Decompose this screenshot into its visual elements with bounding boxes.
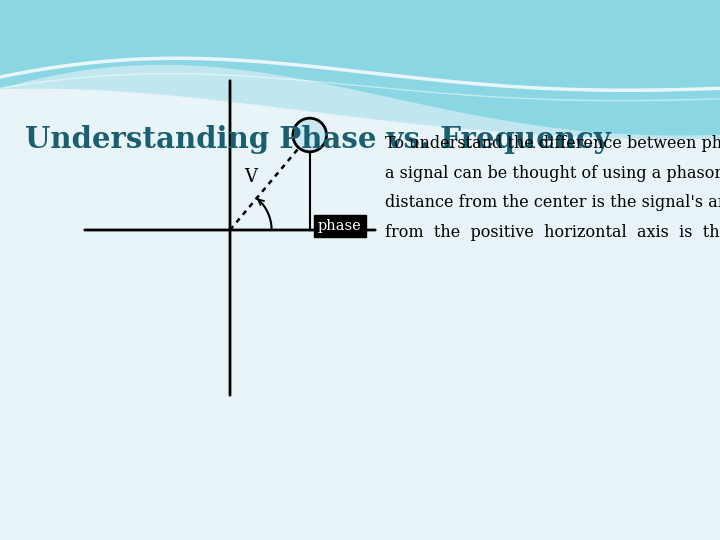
Circle shape (293, 118, 326, 152)
Text: a signal can be thought of using a phasor diagram.  The: a signal can be thought of using a phaso… (385, 165, 720, 181)
Text: Understanding Phase vs. Frequency: Understanding Phase vs. Frequency (25, 125, 611, 154)
Text: To understand the difference between phase and frequency,: To understand the difference between pha… (385, 135, 720, 152)
Polygon shape (0, 0, 720, 139)
Text: from  the  positive  horizontal  axis  is  the  phase.: from the positive horizontal axis is the… (385, 224, 720, 241)
Polygon shape (0, 0, 720, 136)
Text: V: V (244, 168, 257, 186)
Text: phase: phase (318, 219, 361, 233)
Text: distance from the center is the signal's amplitude.  The angle: distance from the center is the signal's… (385, 194, 720, 211)
